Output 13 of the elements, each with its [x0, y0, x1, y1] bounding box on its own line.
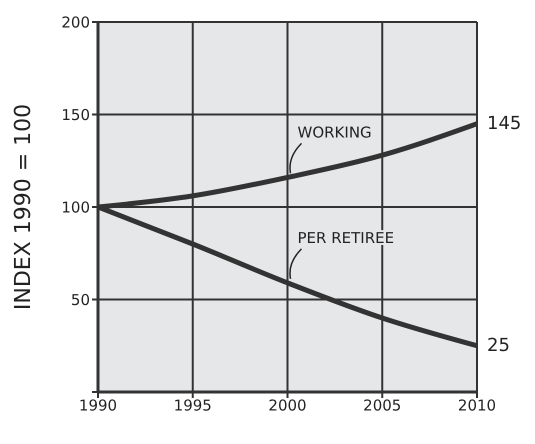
x-tick-label: 2005: [363, 396, 402, 415]
y-tick-label: 150: [61, 106, 90, 124]
x-tick-label: 1990: [78, 396, 118, 415]
data-label: 145: [487, 112, 522, 134]
y-tick-label: 200: [61, 13, 90, 32]
x-tick-label: 2000: [268, 396, 307, 415]
x-tick-label: 1995: [174, 396, 212, 415]
y-tick-label: 50: [70, 290, 90, 309]
annotation: WORKING: [298, 123, 372, 142]
x-tick-label: 2010: [458, 396, 496, 415]
y-tick-label: 100: [61, 198, 90, 216]
y-axis-title: INDEX 1990 = 100: [10, 104, 36, 310]
data-label: 25: [487, 334, 510, 356]
